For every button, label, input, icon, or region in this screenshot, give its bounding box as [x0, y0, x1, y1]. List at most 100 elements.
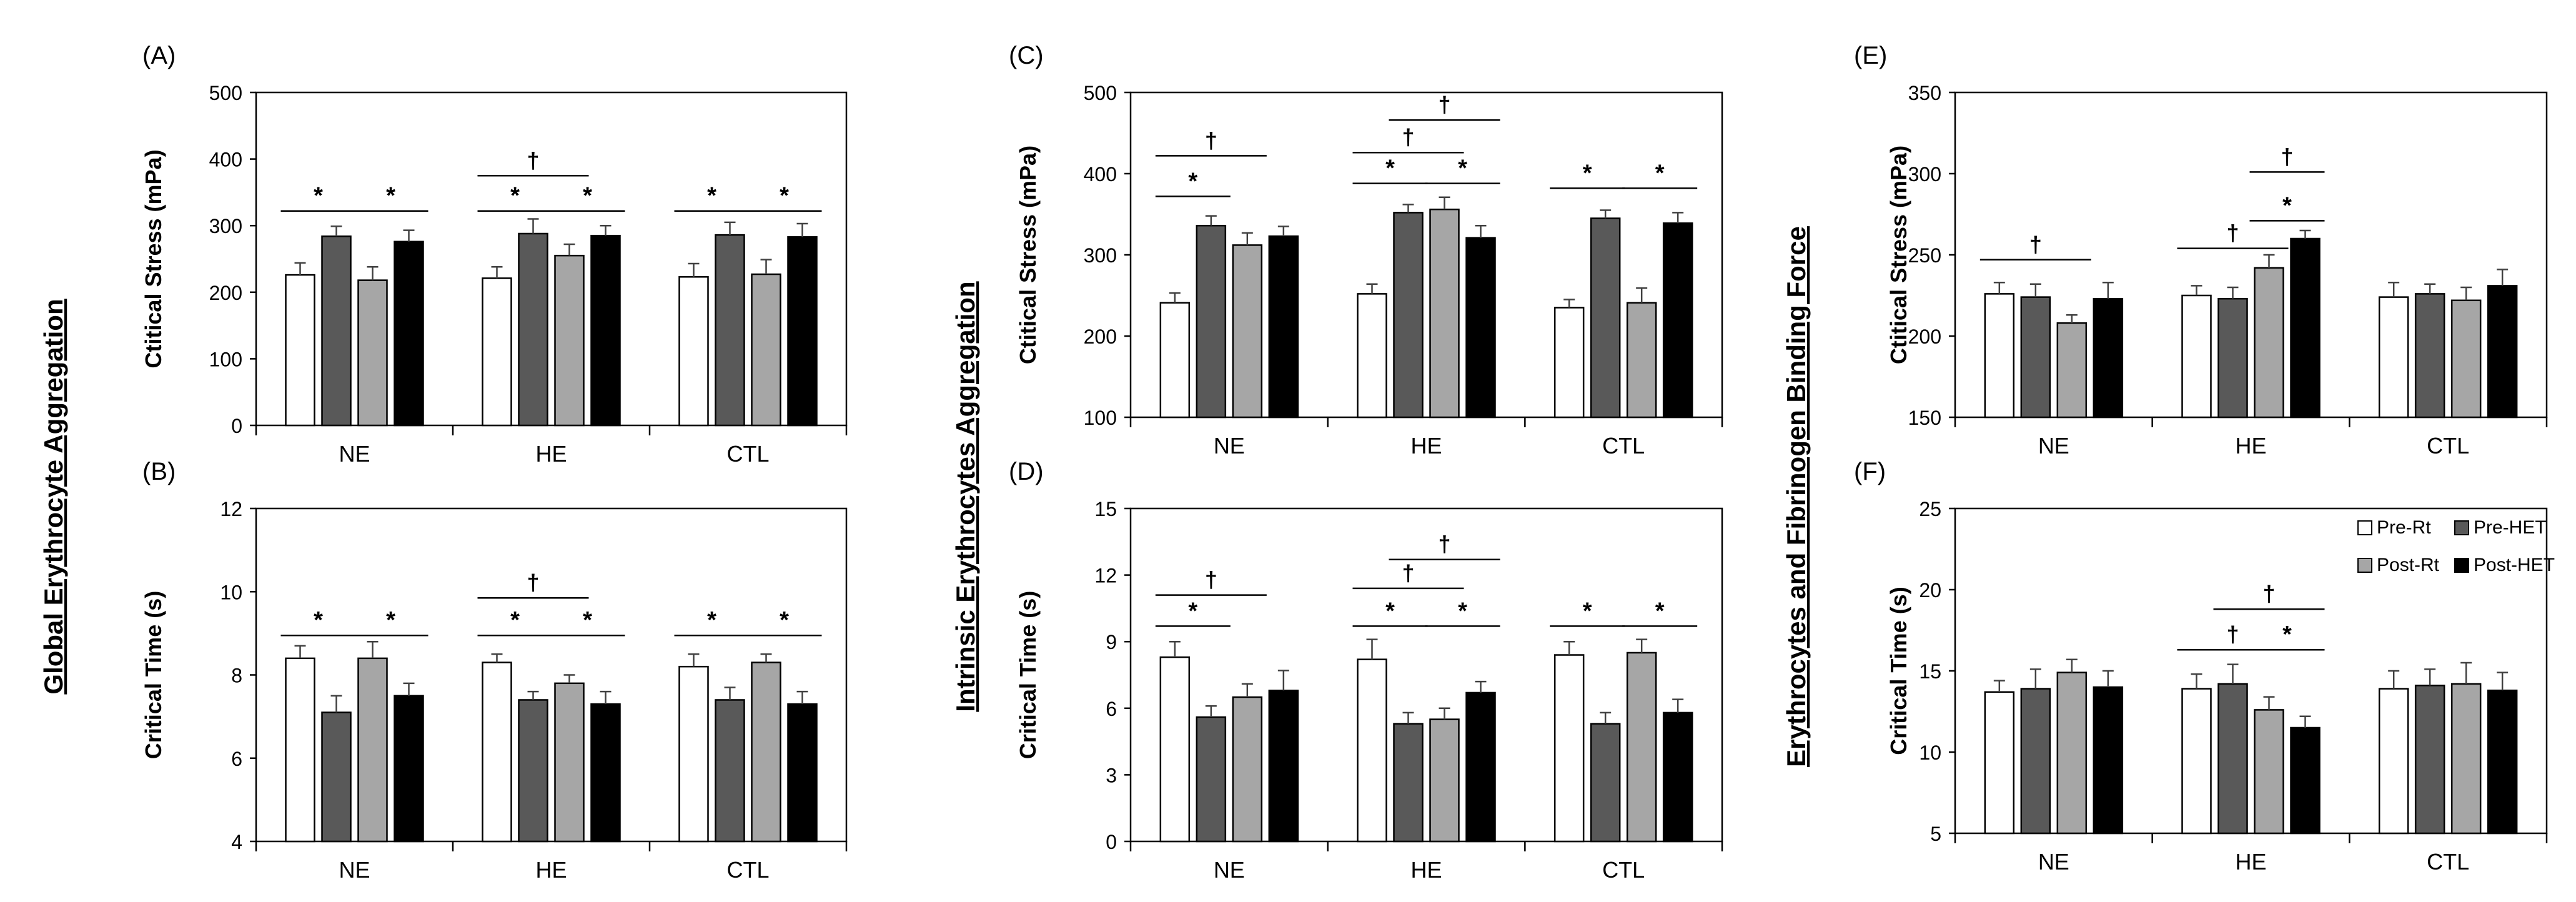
x-tick-label: HE	[1410, 433, 1442, 458]
bar-post-rt	[1429, 208, 1460, 419]
bar-pre-rt	[1553, 654, 1585, 843]
y-axis-label-group: Ctitical Stress (mPa)	[1886, 146, 1911, 364]
significance-marker: †	[527, 570, 539, 595]
bar-post-het	[1465, 237, 1496, 419]
y-tick-label: 200	[209, 282, 242, 304]
y-tick-label: 400	[1084, 163, 1117, 186]
bar-post-rt	[1232, 244, 1263, 419]
bar-pre-rt	[1357, 658, 1387, 843]
bar-pre-het	[2020, 688, 2051, 835]
significance-marker: *	[1655, 160, 1665, 186]
bar-pre-rt	[2378, 688, 2409, 835]
bar-pre-het	[1196, 224, 1227, 419]
significance-marker: †	[1205, 127, 1217, 153]
bar-pre-het	[2414, 685, 2445, 835]
significance-marker: †	[1402, 124, 1414, 150]
bar-pre-rt	[1553, 307, 1585, 419]
significance-marker: *	[780, 183, 789, 209]
x-tick-label: NE	[2038, 849, 2069, 875]
significance-marker: †	[527, 147, 539, 173]
panel-label: (F)	[1854, 458, 1886, 485]
legend-label: Pre-HET	[2474, 517, 2547, 538]
bar-pre-het	[2217, 297, 2248, 419]
group-title-global: Global Erythrocyte Aggregation	[39, 299, 68, 694]
y-tick-label: 300	[1084, 244, 1117, 267]
y-tick-label: 0	[1106, 831, 1117, 853]
bar-post-het	[2487, 285, 2518, 419]
y-tick-label: 15	[1094, 498, 1117, 520]
panel-label: (B)	[142, 458, 176, 485]
legend-label: Pre-Rt	[2377, 517, 2431, 538]
panel-b: (B) Critical Time (s) 4 6 8 10 12 NE HE CTL * * * * † *…	[141, 458, 848, 883]
y-tick-label: 10	[220, 581, 242, 603]
plot-frame	[255, 91, 848, 427]
y-tick-label: 4	[231, 831, 242, 853]
bar-post-rt	[554, 682, 585, 843]
bar-pre-rt	[482, 277, 512, 427]
y-axis-label: Ctitical Stress (mPa)	[1886, 146, 1911, 364]
significance-marker: *	[314, 183, 323, 209]
bar-pre-rt	[1159, 656, 1191, 843]
bar-post-rt	[357, 657, 388, 843]
bar-post-rt	[2254, 709, 2284, 835]
y-tick-label: 9	[1106, 631, 1117, 653]
bar-post-het	[787, 703, 818, 843]
bar-post-rt	[751, 273, 781, 427]
bar-post-rt	[357, 279, 388, 427]
bar-post-rt	[1232, 696, 1263, 843]
bar-post-rt	[2450, 299, 2482, 419]
significance-marker: †	[1402, 560, 1414, 586]
y-tick-label: 200	[1908, 325, 1941, 348]
significance-marker: †	[2226, 221, 2239, 246]
y-axis-label-group: Critical Time (s)	[141, 591, 166, 759]
bar-post-het	[2290, 237, 2321, 419]
x-tick-label: CTL	[1602, 433, 1645, 458]
significance-marker: *	[707, 607, 716, 633]
y-tick-label: 12	[1094, 565, 1117, 587]
bar-post-het	[2093, 686, 2124, 835]
x-tick-label: NE	[1214, 857, 1245, 883]
bar-post-rt	[2056, 672, 2088, 835]
bar-post-het	[590, 703, 621, 843]
significance-marker: *	[2282, 622, 2292, 648]
significance-marker: *	[1188, 598, 1197, 624]
significance-marker: *	[386, 607, 395, 633]
significance-marker: *	[510, 183, 520, 209]
y-tick-label: 8	[231, 665, 242, 687]
bar-post-het	[1268, 690, 1299, 843]
bar-pre-het	[1590, 217, 1621, 419]
significance-marker: *	[707, 183, 716, 209]
bar-pre-het	[2414, 293, 2445, 419]
group-title-binding: Erythrocytes and Fibrinogen Binding Forc…	[1781, 226, 1811, 767]
significance-marker: *	[1458, 598, 1467, 624]
legend: Pre-Rt Pre-HET Post-Rt Post-HET	[2357, 517, 2555, 575]
significance-marker: *	[314, 607, 323, 633]
y-tick-label: 300	[1908, 163, 1941, 186]
bar-post-rt	[2450, 683, 2482, 835]
bar-post-rt	[1429, 718, 1460, 843]
bar-post-het	[590, 234, 621, 427]
significance-marker: *	[583, 607, 592, 633]
panel-label: (C)	[1009, 42, 1044, 69]
bar-pre-het	[1590, 723, 1621, 843]
bar-post-het	[2093, 297, 2124, 419]
panel-label: (A)	[142, 42, 176, 69]
bar-post-rt	[2056, 322, 2088, 419]
significance-marker: *	[386, 183, 395, 209]
bar-post-rt	[751, 662, 781, 843]
significance-marker: †	[2262, 581, 2275, 607]
x-tick-label: HE	[535, 857, 567, 883]
bar-post-het	[394, 695, 424, 843]
panels: (A)Ctitical Stress (mPa)0100200300400500…	[141, 42, 2555, 883]
legend-label: Post-HET	[2474, 555, 2555, 575]
group-title-intrinsic: Intrinsic Erythrocytes Aggregation	[951, 281, 980, 711]
panel-d: (D) Critical Time (s) 0 3 6 9 12 15 NE HE CTL * † * * †…	[1009, 458, 1723, 883]
y-tick-label: 10	[1919, 741, 1941, 764]
y-tick-label: 3	[1106, 764, 1117, 786]
panel-label: (E)	[1854, 42, 1887, 69]
y-tick-label: 20	[1919, 579, 1941, 602]
y-axis-label-group: Ctitical Stress (mPa)	[1015, 146, 1041, 364]
bar-post-rt	[1626, 652, 1657, 843]
significance-marker: *	[1583, 598, 1592, 624]
y-tick-label: 100	[1084, 407, 1117, 429]
